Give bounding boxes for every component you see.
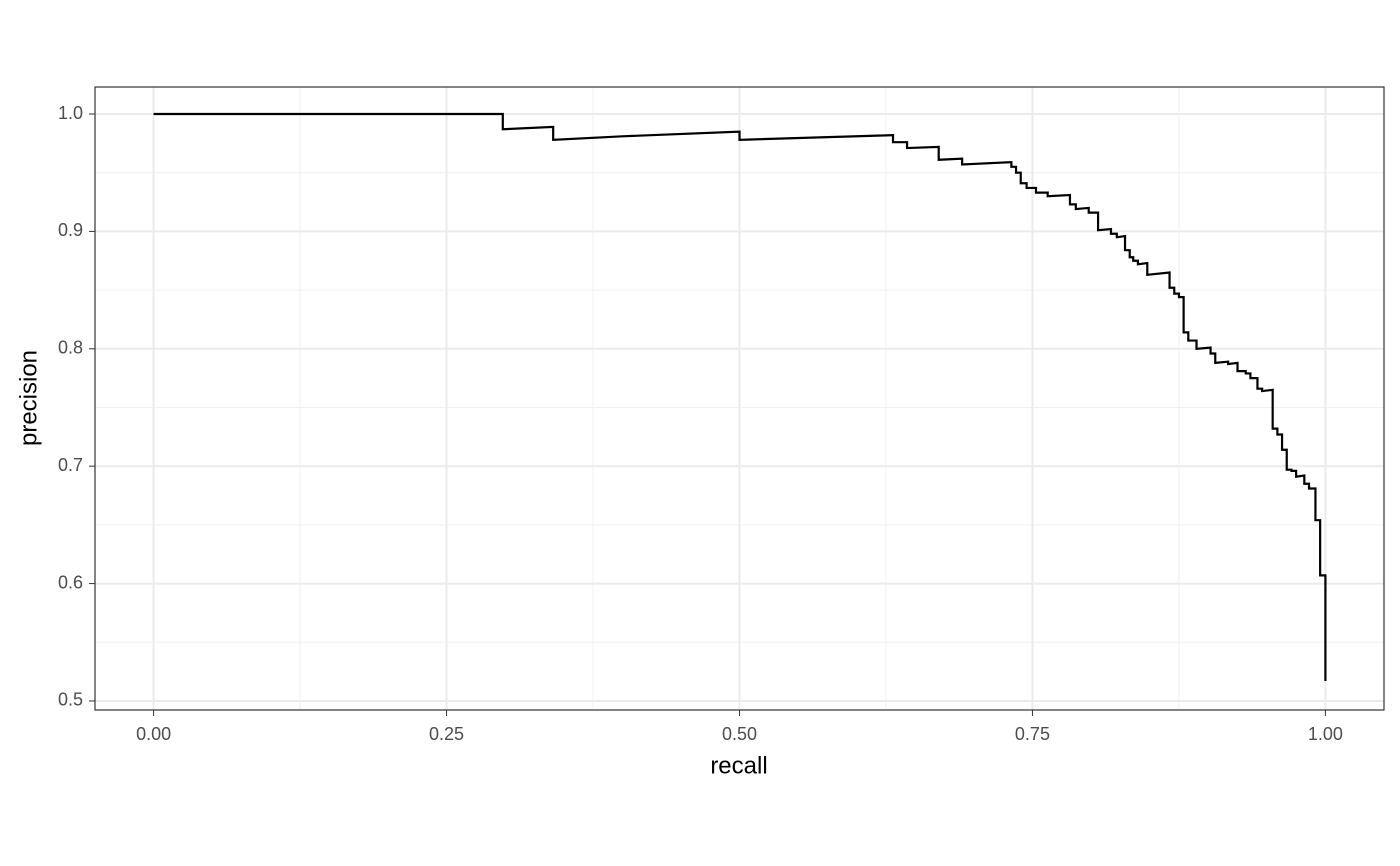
plot-area	[153, 112, 1327, 682]
y-tick-label: 1.0	[58, 103, 83, 123]
x-tick-label: 0.75	[1015, 724, 1050, 744]
y-tick-label: 0.8	[58, 338, 83, 358]
x-tick-label: 0.00	[136, 724, 171, 744]
y-tick-label: 0.5	[58, 690, 83, 710]
x-axis-title: recall	[710, 752, 767, 779]
y-tick-label: 0.9	[58, 220, 83, 240]
x-tick-label: 1.00	[1308, 724, 1343, 744]
x-tick-label: 0.25	[429, 724, 464, 744]
pr-curve	[153, 112, 1327, 682]
x-tick-label: 0.50	[722, 724, 757, 744]
y-axis-title: precision	[15, 350, 42, 446]
y-tick-label: 0.7	[58, 455, 83, 475]
y-tick-label: 0.6	[58, 572, 83, 592]
